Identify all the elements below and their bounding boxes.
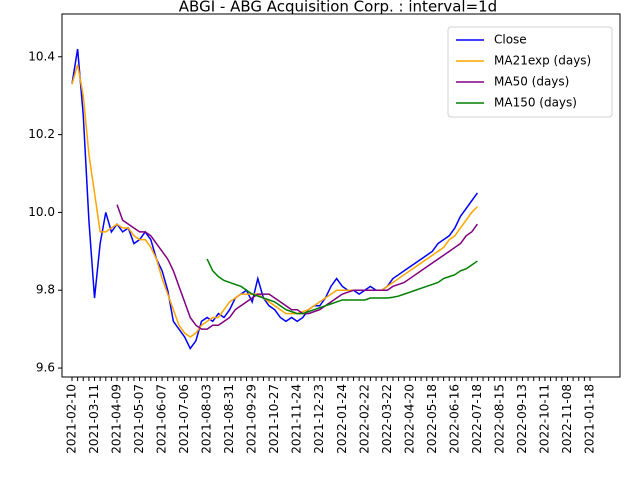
- y-tick-label: 9.8: [36, 283, 55, 297]
- legend-label: MA50 (days): [494, 75, 569, 89]
- x-tick-label: 2021-03-11: [87, 384, 101, 454]
- x-tick-label: 2021-08-31: [222, 384, 236, 454]
- series-line: [116, 204, 478, 330]
- y-tick-label: 10.2: [28, 127, 55, 141]
- chart-title: ABGI - ABG Acquisition Corp. : interval=…: [179, 0, 497, 16]
- x-tick-label: 2021-02-10: [65, 384, 79, 454]
- x-tick-label: 2021-12-23: [312, 384, 326, 454]
- x-tick-label: 2021-11-24: [290, 384, 304, 454]
- x-tick-label: 2021-07-06: [177, 384, 191, 454]
- series-line: [206, 258, 478, 315]
- x-tick-label: 2022-02-22: [357, 384, 371, 454]
- legend-label: MA21exp (days): [494, 54, 591, 68]
- axes-frame: [61, 13, 621, 378]
- x-tick-label: 2022-06-16: [447, 384, 461, 454]
- x-tick-label: 2021-10-27: [267, 384, 281, 454]
- legend-label: Close: [494, 33, 527, 47]
- y-tick-label: 9.6: [36, 361, 55, 375]
- x-tick-label: 2022-11-08: [560, 384, 574, 454]
- legend-box: [447, 26, 613, 118]
- x-tick-label: 2022-07-18: [470, 384, 484, 454]
- series-line: [71, 64, 478, 338]
- x-tick-label: 2021-08-03: [200, 384, 214, 454]
- y-tick-label: 10.0: [28, 205, 55, 219]
- x-tick-label: 2021-05-07: [132, 384, 146, 454]
- series-line: [71, 48, 478, 351]
- x-tick-label: 2022-04-20: [402, 384, 416, 454]
- x-tick-label: 2022-01-24: [335, 384, 349, 454]
- x-tick-label: 2021-04-09: [110, 384, 124, 454]
- y-tick-label: 10.4: [28, 49, 55, 63]
- x-tick-label: 2021-01-18: [583, 384, 597, 454]
- legend-label: MA150 (days): [494, 96, 577, 110]
- x-tick-label: 2022-05-18: [425, 384, 439, 454]
- x-tick-label: 2021-09-29: [245, 384, 259, 454]
- x-tick-label: 2022-08-15: [492, 384, 506, 454]
- x-tick-label: 2022-09-13: [515, 384, 529, 454]
- x-tick-label: 2021-06-07: [155, 384, 169, 454]
- x-tick-label: 2022-10-11: [537, 384, 551, 454]
- x-tick-label: 2022-03-22: [380, 384, 394, 454]
